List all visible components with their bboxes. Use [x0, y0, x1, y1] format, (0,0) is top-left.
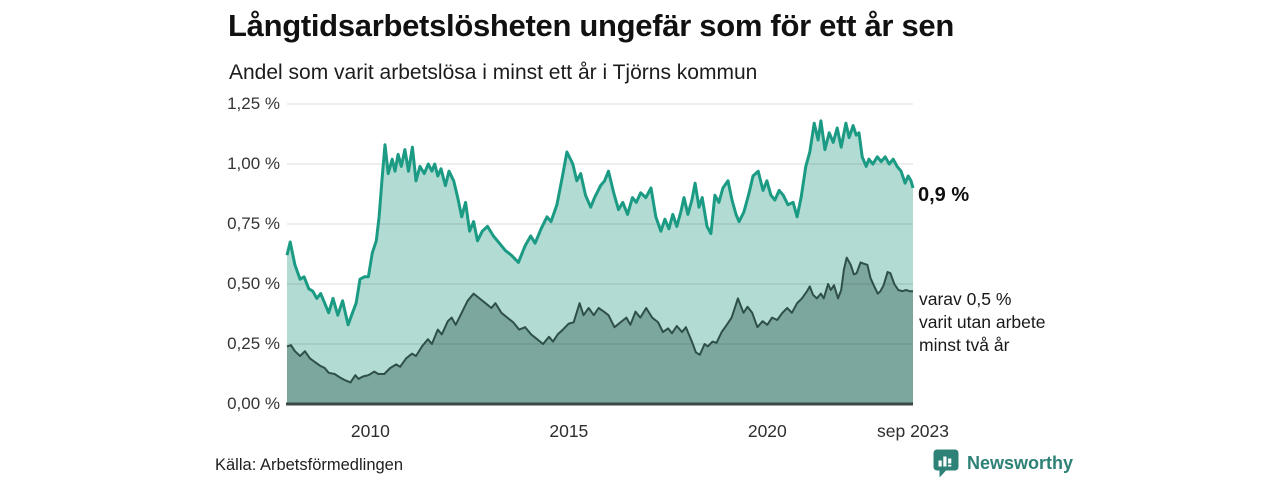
series-annotation-note: varav 0,5 % varit utan arbete minst två …	[919, 288, 1054, 357]
series-line-1	[286, 256, 913, 384]
y-tick-label: 0,75 %	[227, 214, 280, 233]
series-line-0	[285, 119, 915, 327]
source-attribution: Källa: Arbetsförmedlingen	[215, 456, 404, 474]
y-tick-label: 1,00 %	[227, 154, 280, 173]
series-end-value-label: 0,9 %	[918, 184, 970, 206]
y-tick-label: 0,50 %	[227, 274, 280, 293]
x-tick-label: 2015	[549, 421, 589, 441]
y-tick-label: 1,25 %	[227, 94, 280, 113]
newsworthy-wordmark: Newsworthy	[967, 453, 1074, 473]
annotation-note-line: minst två år	[919, 335, 1010, 355]
annotation-note-line: varav 0,5 %	[919, 289, 1012, 309]
series-lines	[285, 119, 915, 384]
annotation-note-line: varit utan arbete	[919, 312, 1046, 332]
series-area-1	[287, 257, 913, 404]
gridlines	[287, 103, 913, 345]
x-tick-label: 2010	[350, 421, 390, 441]
area-fills	[287, 120, 913, 405]
y-tick-label: 0,25 %	[227, 334, 280, 353]
newsworthy-bubble-chart-icon	[933, 449, 959, 478]
chart-subtitle: Andel som varit arbetslösa i minst ett å…	[229, 61, 758, 84]
x-tick-label: sep 2023	[876, 421, 950, 441]
x-tick-label: 2020	[747, 421, 787, 441]
newsworthy-logo[interactable]: Newsworthy	[933, 449, 1073, 478]
y-tick-label: 0,00 %	[227, 394, 280, 413]
page-title: Långtidsarbetslösheten ungefär som för e…	[228, 8, 955, 43]
